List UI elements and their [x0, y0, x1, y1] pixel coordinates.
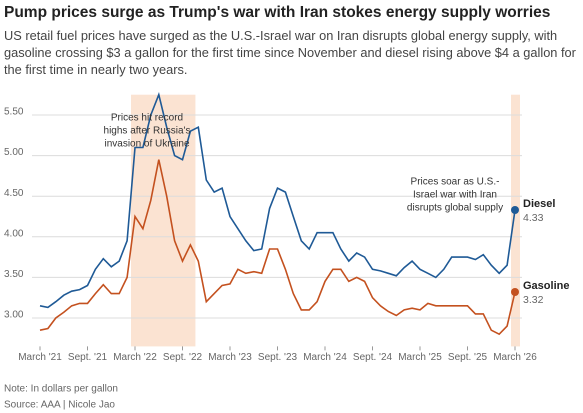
x-tick-label: Sept. '24 [353, 352, 393, 363]
chart-title: Pump prices surge as Trump's war with Ir… [4, 4, 551, 21]
y-tick-label: 3.00 [4, 310, 24, 321]
x-tick-label: Sept. '23 [258, 352, 298, 363]
x-tick-label: March '26 [493, 352, 537, 363]
y-tick-label: 5.00 [4, 147, 24, 158]
annotation: highs after Russia's [104, 126, 191, 137]
series-label: Gasoline [523, 280, 569, 292]
series-label: Diesel [523, 198, 555, 210]
x-tick-label: March '24 [303, 352, 347, 363]
y-tick-label: 4.50 [4, 188, 24, 199]
end-value-label: 3.32 [523, 294, 544, 306]
end-value-label: 4.33 [523, 212, 544, 224]
x-tick-label: March '22 [113, 352, 157, 363]
shaded-period [131, 94, 196, 347]
x-tick-label: March '21 [18, 352, 62, 363]
y-tick-label: 3.50 [4, 269, 24, 280]
x-tick-label: Sept. '22 [163, 352, 203, 363]
annotation: invasion of Ukraine [104, 139, 189, 150]
annotation: Israel war with Iran [413, 190, 497, 201]
end-dot [511, 288, 519, 297]
shaded-period [511, 94, 520, 347]
source: Source: AAA | Nicole Jao [4, 400, 115, 411]
annotation: Prices soar as U.S.- [411, 177, 500, 188]
annotation: Prices hit record [111, 113, 183, 124]
x-tick-label: Sept. '25 [448, 352, 488, 363]
line-gasoline [39, 159, 516, 336]
y-tick-label: 5.50 [4, 107, 24, 118]
x-tick-label: March '25 [398, 352, 442, 363]
x-tick-label: Sept. '21 [68, 352, 108, 363]
note: Note: In dollars per gallon [4, 384, 118, 395]
chart-subtitle: US retail fuel prices have surged as the… [4, 28, 576, 77]
y-tick-label: 4.00 [4, 228, 24, 239]
end-dot [511, 205, 519, 214]
x-tick-label: March '23 [208, 352, 252, 363]
annotation: disrupts global supply [407, 203, 503, 214]
line-diesel [39, 92, 516, 309]
